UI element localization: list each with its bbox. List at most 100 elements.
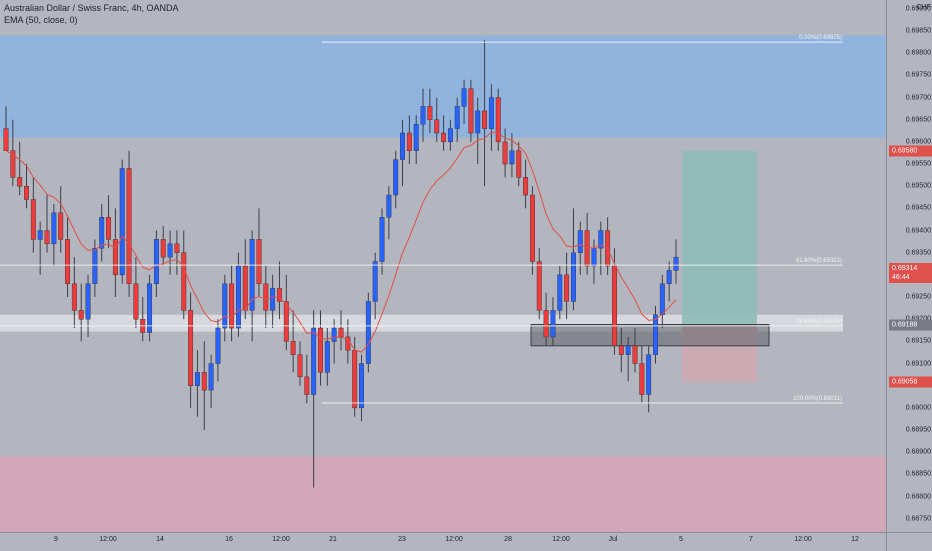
- candle-body: [112, 239, 118, 276]
- candle-body: [126, 168, 132, 284]
- candle: [461, 79, 467, 125]
- candle: [85, 274, 91, 337]
- price-tick: 0.69750: [905, 71, 931, 79]
- price-tick: 0.68950: [905, 426, 931, 434]
- price-tick: 0.69400: [905, 227, 931, 235]
- chart-pane[interactable]: 0.00%(0.69825) 61.80%(0.69322) 78.60%(0.69…: [0, 0, 886, 532]
- candle-body: [160, 239, 166, 258]
- candle-body: [235, 265, 241, 329]
- candle-body: [71, 283, 77, 311]
- candle-body: [372, 261, 378, 302]
- candle: [297, 341, 303, 386]
- supply-zone: [0, 35, 886, 138]
- target-price-badge: 0.69580: [889, 145, 932, 157]
- time-axis[interactable]: 9 12:00 14 16 12:00 21 23 12:00 28 12:00 Jul 5 7 12:0…: [0, 532, 886, 551]
- demand-zone: [0, 456, 886, 532]
- candle-body: [263, 283, 269, 311]
- candle-body: [133, 283, 139, 320]
- candle: [160, 226, 166, 266]
- candle-body: [188, 310, 194, 386]
- candle: [249, 230, 255, 342]
- candle-body: [468, 88, 474, 134]
- price-tick: 0.69150: [905, 337, 931, 345]
- candle-body: [147, 283, 153, 333]
- candle-body: [659, 283, 665, 315]
- candle-body: [386, 194, 392, 218]
- candle-body: [673, 256, 679, 271]
- candle-body: [441, 132, 447, 143]
- candle: [591, 239, 597, 284]
- candle: [454, 97, 460, 142]
- candle: [304, 354, 310, 404]
- candle: [495, 88, 501, 151]
- price-tick: 0.68800: [905, 493, 931, 501]
- candle-body: [639, 363, 645, 395]
- candle: [646, 345, 652, 413]
- candle-body: [331, 327, 337, 342]
- candle: [290, 310, 296, 373]
- candle-body: [24, 185, 29, 200]
- price-tick: 0.68750: [905, 515, 931, 523]
- candle-body: [495, 97, 501, 143]
- candle: [10, 119, 16, 187]
- candle: [434, 97, 440, 142]
- time-tick: 12:00: [272, 536, 290, 543]
- candle: [51, 203, 57, 266]
- candle-body: [283, 301, 289, 342]
- time-tick: 5: [679, 536, 683, 543]
- price-tick: 0.69450: [905, 204, 931, 212]
- candle-body: [523, 177, 529, 196]
- candle: [71, 257, 77, 329]
- candle: [99, 203, 105, 262]
- candle: [673, 239, 679, 284]
- candle: [447, 119, 453, 151]
- candle: [65, 217, 70, 298]
- candle-body: [550, 310, 556, 338]
- candle: [475, 97, 481, 165]
- time-tick: 21: [329, 536, 337, 543]
- candle: [502, 128, 508, 178]
- candle: [44, 195, 50, 253]
- candle: [208, 354, 214, 408]
- candle: [201, 341, 207, 431]
- candle-body: [297, 354, 303, 378]
- candle: [577, 221, 583, 275]
- candle-body: [17, 177, 23, 187]
- candle: [543, 292, 549, 346]
- price-tick: 0.69650: [905, 116, 931, 124]
- indicator-legend[interactable]: EMA (50, close, 0): [4, 15, 78, 25]
- time-tick: 12:00: [552, 536, 570, 543]
- candle: [557, 266, 563, 320]
- candle-body: [215, 327, 221, 364]
- candle-body: [434, 119, 440, 134]
- candle-body: [564, 274, 570, 302]
- candle: [420, 88, 426, 142]
- candle: [181, 230, 187, 320]
- price-tick: 0.69100: [905, 360, 931, 368]
- candle-body: [536, 261, 542, 311]
- time-tick: Jul: [608, 536, 618, 543]
- candle: [235, 252, 241, 337]
- candle-body: [427, 106, 433, 120]
- candle-body: [30, 199, 36, 240]
- candle: [24, 164, 29, 209]
- candle: [441, 115, 447, 151]
- price-tick: 0.69350: [905, 249, 931, 257]
- price-tick: 0.69500: [905, 182, 931, 190]
- candle-body: [509, 150, 515, 165]
- symbol-legend[interactable]: Australian Dollar / Swiss Franc, 4h, OAN…: [4, 3, 179, 13]
- time-tick: 28: [504, 536, 512, 543]
- candle-body: [318, 327, 323, 373]
- candle: [277, 261, 282, 320]
- candle: [215, 319, 221, 382]
- candle: [488, 84, 494, 151]
- candle-body: [475, 110, 481, 134]
- candle: [167, 230, 173, 275]
- candle: [17, 141, 23, 196]
- candle: [523, 159, 529, 209]
- candle: [188, 292, 194, 408]
- candle: [365, 292, 371, 373]
- candlestick-chart[interactable]: 0.00%(0.69825) 61.80%(0.69322) 78.60%(0.69…: [0, 0, 886, 532]
- price-axis[interactable]: CHF 0.69900 0.69850 0.69800 0.69750 0.69700 0…: [886, 0, 932, 532]
